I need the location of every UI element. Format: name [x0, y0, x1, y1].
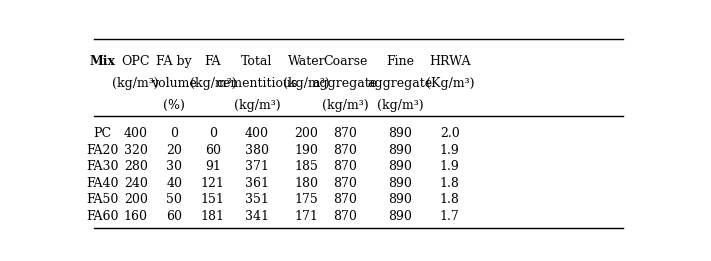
Text: (kg/m³): (kg/m³) — [283, 77, 330, 90]
Text: 1.8: 1.8 — [440, 193, 460, 206]
Text: FA40: FA40 — [87, 177, 119, 190]
Text: 121: 121 — [201, 177, 225, 190]
Text: FA by: FA by — [156, 55, 192, 68]
Text: Coarse: Coarse — [323, 55, 368, 68]
Text: volume: volume — [151, 77, 197, 90]
Text: HRWA: HRWA — [429, 55, 471, 68]
Text: 1.9: 1.9 — [440, 144, 460, 157]
Text: 870: 870 — [333, 127, 357, 140]
Text: 190: 190 — [294, 144, 319, 157]
Text: FA20: FA20 — [87, 144, 119, 157]
Text: 200: 200 — [124, 193, 148, 206]
Text: 60: 60 — [205, 144, 221, 157]
Text: 181: 181 — [201, 210, 225, 223]
Text: 0: 0 — [170, 127, 178, 140]
Text: 371: 371 — [245, 160, 269, 173]
Text: (Kg/m³): (Kg/m³) — [426, 77, 474, 90]
Text: (%): (%) — [164, 99, 186, 112]
Text: Total: Total — [241, 55, 272, 68]
Text: 890: 890 — [388, 127, 412, 140]
Text: 890: 890 — [388, 160, 412, 173]
Text: 280: 280 — [124, 160, 148, 173]
Text: 320: 320 — [124, 144, 148, 157]
Text: 890: 890 — [388, 210, 412, 223]
Text: 151: 151 — [201, 193, 225, 206]
Text: 890: 890 — [388, 177, 412, 190]
Text: 60: 60 — [166, 210, 182, 223]
Text: 91: 91 — [205, 160, 221, 173]
Text: FA50: FA50 — [87, 193, 119, 206]
Text: Water: Water — [288, 55, 326, 68]
Text: 240: 240 — [124, 177, 148, 190]
Text: aggregate: aggregate — [313, 77, 378, 90]
Text: 400: 400 — [124, 127, 148, 140]
Text: 171: 171 — [294, 210, 319, 223]
Text: 185: 185 — [294, 160, 319, 173]
Text: FA60: FA60 — [87, 210, 119, 223]
Text: OPC: OPC — [122, 55, 150, 68]
Text: cementitious: cementitious — [216, 77, 298, 90]
Text: 1.9: 1.9 — [440, 160, 460, 173]
Text: 870: 870 — [333, 210, 357, 223]
Text: 351: 351 — [245, 193, 269, 206]
Text: 180: 180 — [294, 177, 319, 190]
Text: (kg/m³): (kg/m³) — [322, 99, 368, 112]
Text: 1.7: 1.7 — [440, 210, 460, 223]
Text: Fine: Fine — [386, 55, 415, 68]
Text: 870: 870 — [333, 193, 357, 206]
Text: (kg/m³): (kg/m³) — [112, 77, 159, 90]
Text: 870: 870 — [333, 144, 357, 157]
Text: (kg/m³): (kg/m³) — [190, 77, 236, 90]
Text: 870: 870 — [333, 177, 357, 190]
Text: 341: 341 — [245, 210, 269, 223]
Text: PC: PC — [94, 127, 112, 140]
Text: 890: 890 — [388, 193, 412, 206]
Text: aggregate: aggregate — [368, 77, 433, 90]
Text: 200: 200 — [294, 127, 319, 140]
Text: 30: 30 — [166, 160, 182, 173]
Text: 175: 175 — [294, 193, 319, 206]
Text: (kg/m³): (kg/m³) — [377, 99, 424, 112]
Text: 1.8: 1.8 — [440, 177, 460, 190]
Text: 361: 361 — [245, 177, 269, 190]
Text: 0: 0 — [209, 127, 217, 140]
Text: 870: 870 — [333, 160, 357, 173]
Text: 890: 890 — [388, 144, 412, 157]
Text: Mix: Mix — [90, 55, 116, 68]
Text: 160: 160 — [124, 210, 148, 223]
Text: 50: 50 — [166, 193, 182, 206]
Text: 2.0: 2.0 — [440, 127, 460, 140]
Text: 20: 20 — [166, 144, 182, 157]
Text: 40: 40 — [166, 177, 182, 190]
Text: 400: 400 — [245, 127, 269, 140]
Text: FA: FA — [205, 55, 221, 68]
Text: 380: 380 — [245, 144, 269, 157]
Text: FA30: FA30 — [87, 160, 119, 173]
Text: (kg/m³): (kg/m³) — [234, 99, 280, 112]
